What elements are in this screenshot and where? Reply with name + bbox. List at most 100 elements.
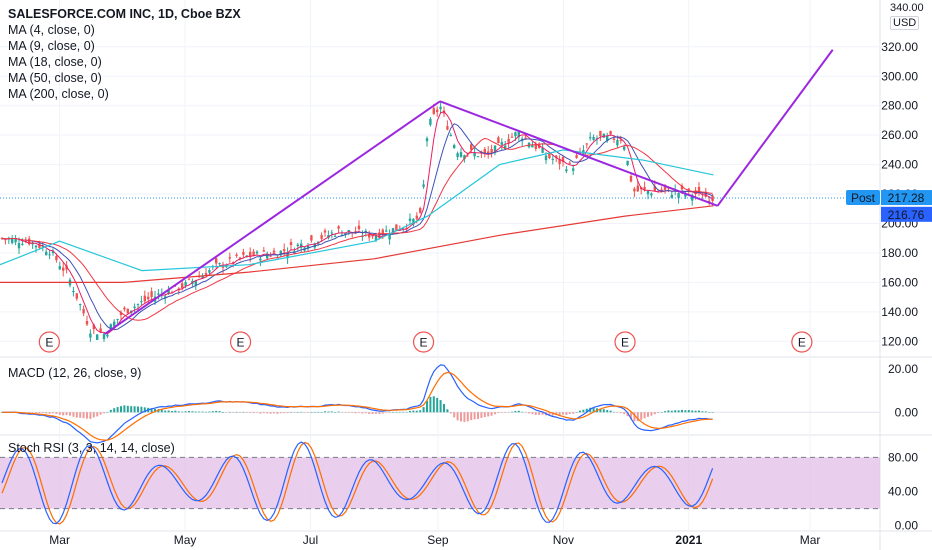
candle-body [364, 230, 367, 232]
macd-line [1, 364, 713, 444]
macd-histogram-bar [504, 412, 507, 413]
candle-body [344, 232, 347, 236]
candle-body [697, 186, 701, 192]
candle-body [89, 333, 92, 338]
macd-histogram-bar [266, 412, 269, 414]
chart-title: SALESFORCE.COM INC, 1D, Cboe BZX [8, 7, 241, 21]
candle-body [218, 263, 221, 265]
candle-body [99, 328, 102, 333]
macd-histogram-bar [79, 412, 82, 418]
macd-tick-label: 0.00 [895, 405, 919, 419]
macd-histogram-bar [385, 412, 388, 413]
macd-histogram-bar [432, 396, 435, 413]
macd-histogram-bar [106, 412, 109, 413]
ma4-legend[interactable]: MA (4, close, 0) [8, 23, 95, 37]
macd-histogram-bar [354, 412, 357, 414]
macd-histogram-bar [480, 412, 483, 418]
macd-histogram-bar [534, 412, 537, 415]
candle-body [663, 184, 667, 190]
macd-histogram-bar [313, 412, 316, 413]
macd-histogram-bar [429, 396, 432, 413]
candle-body [235, 254, 238, 256]
candle-body [381, 229, 384, 235]
earnings-marker-label: E [621, 336, 629, 350]
candle-body [599, 130, 602, 137]
macd-label[interactable]: MACD (12, 26, close, 9) [8, 366, 142, 380]
price-tick-label: 300.00 [881, 69, 918, 83]
macd-histogram-bar [327, 411, 330, 413]
macd-histogram-bar [497, 412, 500, 414]
candle-body [150, 291, 153, 297]
candle-body [412, 218, 415, 225]
candle-body [58, 266, 61, 270]
macd-histogram-bar [691, 410, 694, 413]
ma9-legend[interactable]: MA (9, close, 0) [8, 39, 95, 53]
trendlines[interactable] [104, 49, 834, 335]
candle-body [106, 334, 109, 337]
macd-histogram-bar [351, 412, 354, 413]
candle-body [623, 146, 626, 150]
macd-histogram-bar [320, 412, 323, 413]
candle-body [453, 145, 456, 149]
month-tick-label: Sep [427, 533, 449, 547]
candle-body [589, 137, 592, 139]
month-tick-label: Mar [49, 533, 70, 547]
candle-body [371, 234, 374, 237]
macd-histogram-bar [412, 410, 415, 413]
macd-histogram-bar [483, 412, 486, 418]
macd-histogram-bar [677, 410, 680, 413]
earnings-marker-label: E [420, 336, 428, 350]
candle-body [514, 132, 517, 137]
macd-histogram-bar [446, 409, 449, 413]
macd-histogram-bar [514, 411, 517, 413]
candle-body [476, 156, 480, 158]
macd-histogram-bar [82, 412, 85, 419]
stoch-tick-label: 80.00 [888, 450, 918, 464]
stoch-rsi-pane [0, 441, 880, 525]
macd-histogram-bar [245, 412, 248, 413]
candle-body [578, 152, 582, 154]
stoch-rsi-label[interactable]: Stoch RSI (3, 3, 14, 14, close) [8, 441, 175, 455]
macd-histogram-bar [194, 411, 197, 413]
candle-body [368, 234, 371, 238]
candle-body [517, 131, 520, 138]
candle-body [283, 249, 286, 252]
macd-histogram-bar [201, 411, 204, 413]
candle-body [133, 306, 136, 309]
trendline [439, 100, 718, 207]
candle-body [4, 239, 7, 241]
candle-body [374, 235, 378, 241]
candle-body [21, 243, 24, 245]
macd-histogram-bar [565, 412, 568, 415]
macd-histogram-bar [592, 407, 595, 413]
price-tick-label: 120.00 [881, 334, 918, 348]
ma18-legend[interactable]: MA (18, close, 0) [8, 55, 102, 69]
ma50-legend[interactable]: MA (50, close, 0) [8, 71, 102, 85]
macd-histogram-bar [436, 397, 439, 413]
macd-histogram-bar [405, 411, 408, 413]
macd-histogram-bar [337, 411, 340, 413]
macd-histogram-bar [273, 412, 275, 414]
candle-body [215, 258, 218, 264]
macd-histogram-bar [643, 412, 646, 419]
candle-body [34, 245, 38, 248]
ma200-legend[interactable]: MA (200, close, 0) [8, 87, 109, 101]
candle-body [558, 158, 561, 165]
candle-body [643, 186, 646, 190]
candle-body [619, 139, 622, 141]
macd-histogram-bar [500, 412, 503, 413]
macd-histogram-bar [402, 411, 405, 413]
macd-histogram-bar [259, 412, 262, 414]
month-tick-label: Jul [303, 533, 318, 547]
macd-histogram-bar [293, 412, 296, 413]
candle-body [28, 238, 31, 245]
candle-body [11, 238, 14, 244]
macd-histogram-bar [507, 412, 510, 413]
month-tick-label: Nov [553, 533, 574, 547]
macd-histogram-bar [225, 412, 228, 413]
macd-histogram-bar [708, 412, 711, 413]
macd-histogram-bar [463, 412, 466, 422]
candle-body [126, 308, 129, 314]
